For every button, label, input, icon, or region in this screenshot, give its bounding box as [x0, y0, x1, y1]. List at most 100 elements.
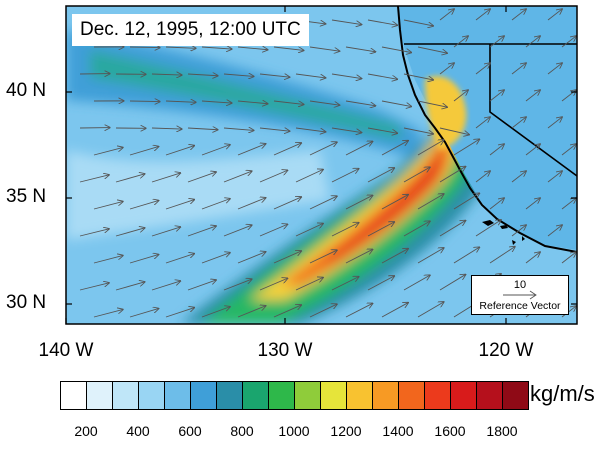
lon-label-120w: 120 W [478, 340, 534, 361]
wind-vector [295, 73, 326, 78]
wind-vector [367, 222, 394, 237]
wind-vector [439, 166, 466, 183]
wind-vector [381, 100, 411, 107]
wind-vector [165, 254, 194, 264]
wind-vector [367, 73, 398, 79]
wind-vector [345, 141, 373, 156]
wind-vector [561, 144, 576, 156]
wind-vector [489, 36, 504, 48]
wind-vector [381, 249, 408, 264]
wind-vector [561, 36, 576, 48]
lat-label-40n: 40 N [6, 80, 47, 101]
wind-vector [475, 63, 490, 75]
wind-vector [403, 275, 430, 291]
wind-vector [93, 201, 123, 210]
wind-vector [93, 255, 123, 264]
wind-vector [489, 90, 504, 102]
lon-ticks [65, 6, 507, 324]
wind-vector [511, 171, 526, 183]
wind-vector [223, 171, 252, 183]
colorbar-cell [372, 381, 399, 410]
wind-vector [381, 195, 408, 210]
wind-vector [345, 195, 373, 210]
colorbar-cell [164, 381, 191, 410]
plume-north-core [90, 50, 400, 140]
wind-vector [115, 174, 145, 183]
wind-vector [547, 171, 562, 183]
lat-ticks [66, 91, 577, 305]
colorbar-tick-label: 1600 [434, 423, 466, 439]
wind-vector [417, 140, 444, 156]
wind-vector [295, 127, 326, 132]
wind-vector [525, 144, 540, 156]
wind-vector [295, 223, 323, 237]
colorbar-cell [320, 381, 347, 410]
wind-vector [331, 73, 362, 79]
colorbar-cell [398, 381, 425, 410]
colorbar-cell [112, 381, 139, 410]
wind-vector [201, 253, 230, 264]
wind-vector [165, 200, 194, 210]
wind-vector [417, 100, 447, 107]
timestamp-label: Dec. 12, 1995, 12:00 UTC [72, 14, 309, 46]
wind-vector [417, 46, 447, 53]
colorbar-cell [216, 381, 243, 410]
wind-vector [115, 228, 145, 237]
wind-vector [439, 127, 469, 135]
wind-vector [489, 247, 515, 264]
wind-vector [237, 144, 266, 156]
wind-vector [187, 226, 216, 237]
reference-vector-box: 10 Reference Vector [471, 275, 569, 315]
wind-vector [273, 100, 304, 104]
wind-vector [525, 198, 540, 210]
wind-vector [259, 74, 290, 77]
wind-vector [381, 303, 408, 318]
wind-vector [345, 100, 376, 106]
wind-vector [151, 173, 181, 183]
wind-vector [223, 128, 254, 130]
wind-vector [187, 280, 216, 291]
wind-vector [151, 128, 182, 129]
wind-vector [381, 141, 408, 156]
colorbar-cell [502, 381, 529, 410]
colorbar-cell [476, 381, 503, 410]
wind-vector [309, 196, 337, 210]
land-mass [398, 6, 577, 250]
wind-vector [345, 46, 376, 52]
lat-label-35n: 35 N [6, 186, 47, 207]
wind-vector [439, 63, 454, 75]
wind-vector [151, 281, 181, 291]
colorbar-tick-label: 1200 [330, 423, 362, 439]
colorbar-cell [424, 381, 451, 410]
wind-vector [547, 117, 562, 129]
wind-vector [259, 170, 288, 183]
colorbar-cell [294, 381, 321, 410]
wind-vector [187, 74, 218, 76]
wind-vector [309, 142, 337, 156]
colorbar-cell [242, 381, 269, 410]
lon-label-130w: 130 W [257, 340, 313, 361]
colorbar-cell [86, 381, 113, 410]
wind-vector [273, 305, 301, 318]
wind-vector [331, 127, 362, 133]
wind-vector [237, 101, 268, 104]
colorbar-tick-label: 400 [126, 423, 150, 439]
colorbar-cell [190, 381, 217, 410]
plume-yellow [250, 115, 459, 300]
wind-vector [367, 276, 394, 291]
colorbar-tick-label: 200 [74, 423, 98, 439]
wind-vector [79, 283, 109, 291]
wind-vector [345, 249, 373, 264]
wind-vector [237, 306, 266, 318]
wind-vector [475, 117, 490, 129]
wind-vector [511, 63, 526, 75]
wind-vector [115, 282, 145, 291]
wind-vector [511, 9, 526, 21]
wind-vector [201, 101, 232, 103]
colorbar-cell [268, 381, 295, 410]
wind-vector [489, 198, 504, 210]
wind-vector [561, 306, 576, 318]
map-frame [65, 5, 578, 325]
wind-vector [403, 73, 433, 80]
